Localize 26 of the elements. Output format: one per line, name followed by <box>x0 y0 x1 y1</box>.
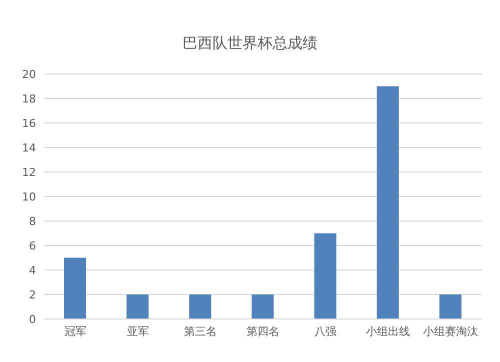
bar <box>64 258 86 319</box>
x-tick-label: 八强 <box>314 324 337 338</box>
bar <box>314 233 336 319</box>
y-tick-label: 10 <box>22 190 36 204</box>
x-tick-label: 冠军 <box>64 324 86 338</box>
bar <box>252 294 274 319</box>
bar <box>376 86 399 319</box>
x-tick-label: 小组出线 <box>366 324 410 338</box>
y-tick-label: 18 <box>22 92 36 106</box>
y-tick-label: 20 <box>22 68 36 81</box>
y-tick-label: 8 <box>29 214 36 228</box>
y-tick-label: 6 <box>29 239 36 252</box>
x-tick-label: 亚军 <box>126 324 149 338</box>
y-tick-label: 2 <box>29 288 36 302</box>
x-tick-label: 第四名 <box>246 324 280 338</box>
y-tick-label: 14 <box>22 141 36 154</box>
y-tick-label: 4 <box>29 264 36 277</box>
bar <box>126 294 149 319</box>
x-tick-label: 小组赛淘汰 <box>423 324 478 338</box>
y-tick-label: 12 <box>22 166 36 179</box>
bar <box>439 294 462 319</box>
x-tick-label: 第三名 <box>184 324 217 338</box>
chart-title: 巴西队世界杯总成绩 <box>182 33 318 54</box>
y-tick-label: 16 <box>22 116 36 130</box>
y-tick-label: 0 <box>29 312 36 326</box>
bar <box>189 294 212 319</box>
